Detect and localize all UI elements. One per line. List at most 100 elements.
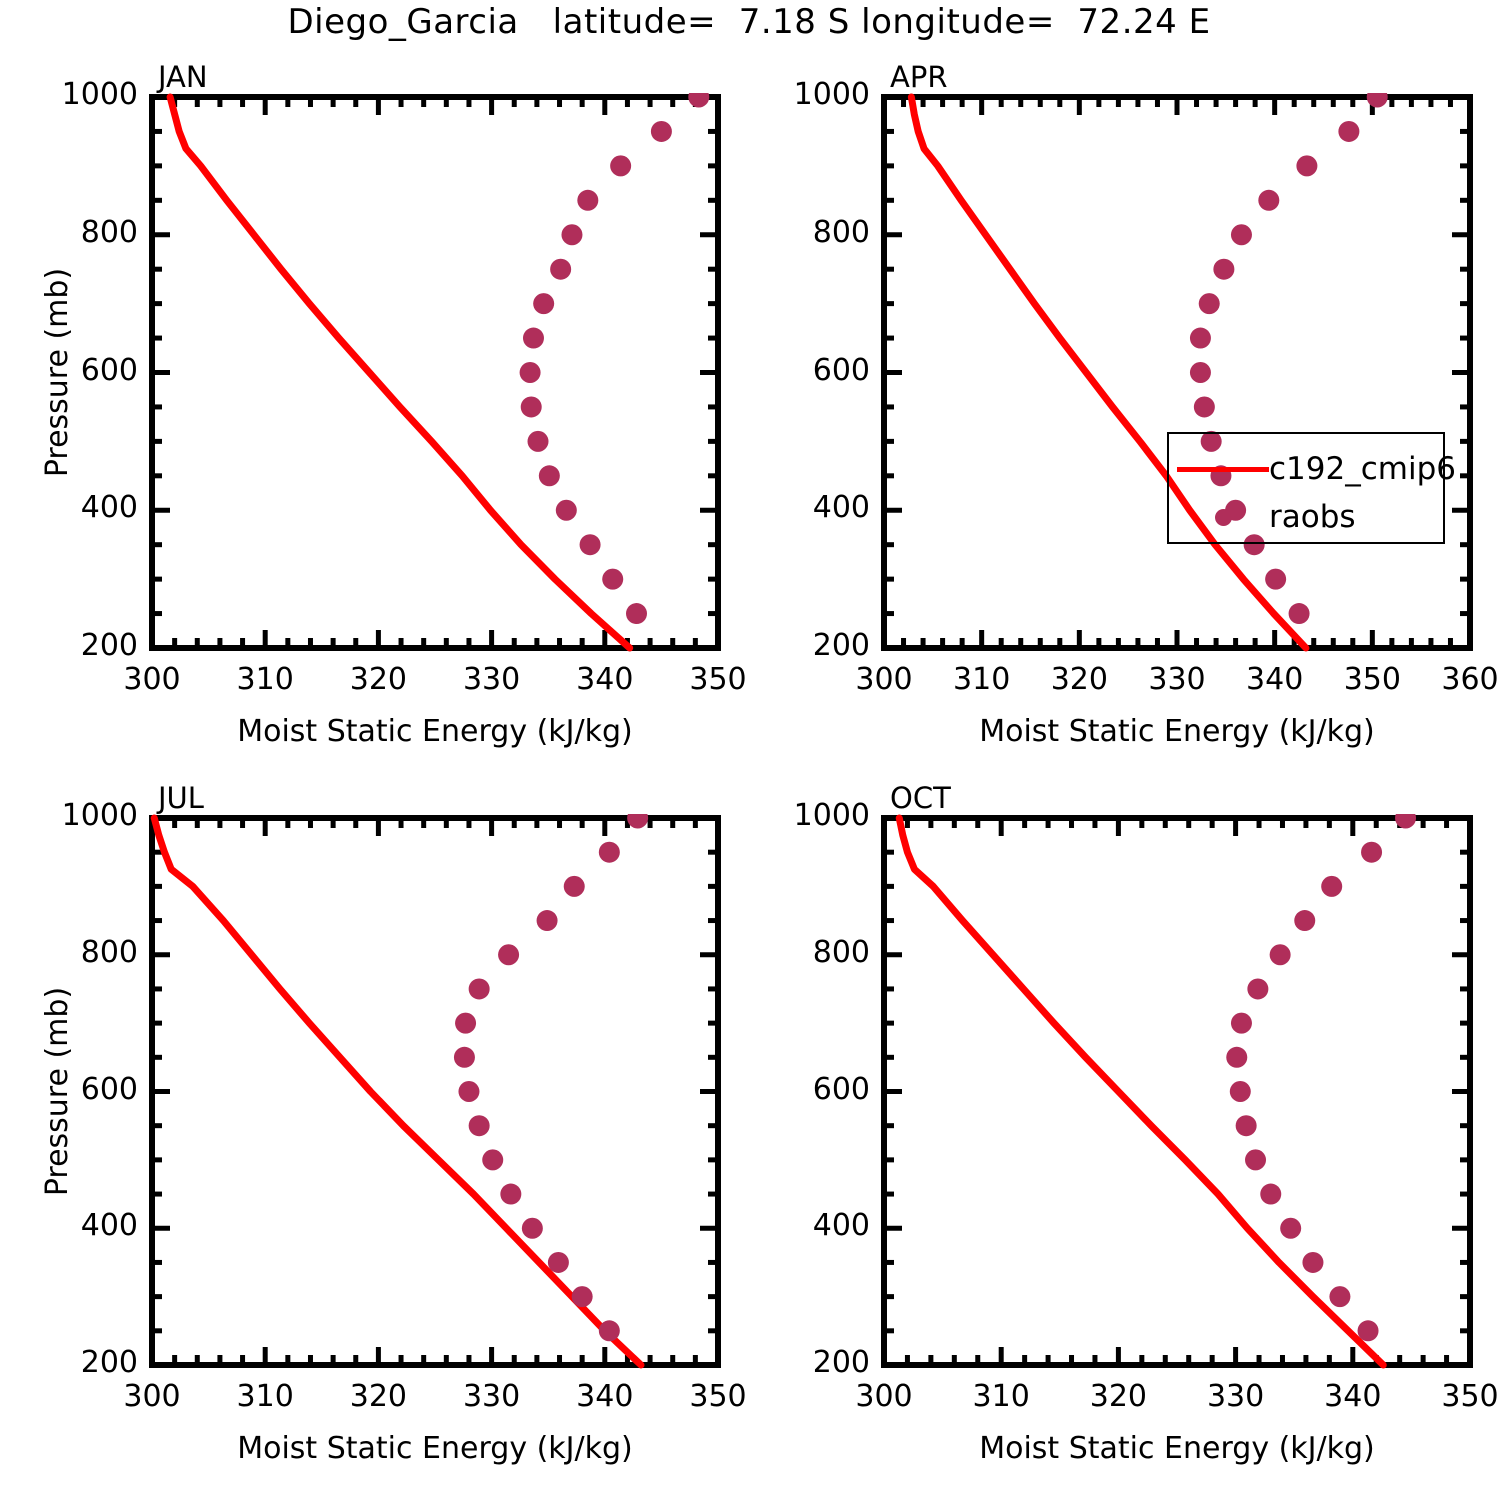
- data-point: [1361, 841, 1383, 863]
- x-tick-label: 350: [689, 1379, 747, 1414]
- plot-area-jan: [149, 93, 721, 652]
- y-tick-label: 800: [812, 214, 870, 250]
- data-point: [1193, 396, 1215, 418]
- data-point: [1247, 978, 1269, 1000]
- axes-frame: [881, 815, 1473, 1368]
- panel-apr: [881, 93, 1473, 652]
- y-tick-label: 200: [80, 628, 138, 663]
- x-axis-label: Moist Static Energy (kJ/kg): [979, 1431, 1375, 1466]
- legend-line-swatch: [1177, 466, 1269, 472]
- x-tick-label: 310: [236, 662, 294, 697]
- axes-frame: [149, 815, 721, 1368]
- panel-label-jul: JUL: [158, 781, 204, 815]
- y-tick-label: 400: [812, 1208, 870, 1244]
- y-axis-label: Pressure (mb): [40, 986, 75, 1197]
- y-tick-label: 800: [80, 214, 138, 250]
- data-point: [1213, 258, 1235, 280]
- series-line-c192-cmip6: [166, 93, 634, 652]
- series-markers-raobs: [1226, 814, 1417, 1342]
- y-tick-label: 600: [812, 1071, 870, 1107]
- data-point: [547, 1251, 569, 1273]
- data-point: [1258, 189, 1280, 211]
- y-tick-label: 1000: [793, 798, 870, 833]
- x-tick-label: 320: [1089, 1379, 1148, 1414]
- y-axis-label: Pressure (mb): [40, 267, 75, 478]
- y-tick-label: 1000: [61, 77, 138, 112]
- panel-label-jan: JAN: [158, 60, 208, 94]
- data-point: [1235, 1115, 1257, 1137]
- data-point: [1294, 910, 1316, 932]
- x-axis-label: Moist Static Energy (kJ/kg): [237, 714, 633, 749]
- legend-marker-swatch: [1177, 508, 1269, 526]
- data-point: [1198, 293, 1220, 315]
- y-tick-label: 200: [80, 1345, 138, 1380]
- plot-area-oct: [881, 814, 1473, 1369]
- data-point: [1395, 814, 1417, 829]
- data-point: [498, 944, 520, 966]
- data-point: [561, 224, 583, 246]
- data-point: [577, 189, 599, 211]
- data-point: [468, 978, 490, 1000]
- panel-label-oct: OCT: [890, 781, 951, 815]
- y-tick-label: 600: [80, 352, 138, 388]
- series-markers-raobs: [519, 93, 710, 625]
- x-tick-label: 340: [1246, 662, 1304, 697]
- data-point: [522, 327, 544, 349]
- data-point: [571, 1286, 593, 1308]
- data-point: [453, 1046, 475, 1068]
- data-point: [1245, 1149, 1267, 1171]
- data-point: [598, 841, 620, 863]
- series-line-c192-cmip6: [150, 814, 645, 1369]
- data-point: [550, 258, 572, 280]
- legend-item-raobs[interactable]: raobs: [1177, 494, 1356, 540]
- series-markers-raobs: [453, 814, 649, 1342]
- x-tick-label: 310: [236, 1379, 294, 1414]
- x-tick-label: 310: [953, 662, 1011, 697]
- panel-oct: [881, 814, 1473, 1369]
- y-tick-label: 1000: [61, 798, 138, 833]
- x-tick-label: 310: [972, 1379, 1030, 1414]
- data-point: [1329, 1286, 1351, 1308]
- data-point: [1366, 93, 1388, 108]
- axes-frame: [149, 94, 721, 651]
- axes-frame: [881, 94, 1473, 651]
- data-point: [1269, 944, 1291, 966]
- data-point: [1288, 603, 1310, 625]
- data-point: [1229, 1081, 1251, 1102]
- plot-area-jul: [149, 814, 721, 1369]
- data-point: [563, 875, 585, 897]
- data-point: [1296, 155, 1318, 177]
- x-tick-label: 330: [462, 1379, 521, 1414]
- series-markers-raobs: [1189, 93, 1388, 625]
- data-point: [533, 293, 555, 315]
- data-point: [1260, 1183, 1282, 1205]
- legend-label-c192-cmip6: c192_cmip6: [1269, 451, 1456, 487]
- data-point: [1338, 120, 1360, 142]
- legend: c192_cmip6 raobs: [1167, 432, 1456, 544]
- data-point: [1230, 1012, 1252, 1034]
- x-tick-label: 300: [855, 1379, 913, 1414]
- panel-label-apr: APR: [890, 60, 948, 94]
- legend-item-c192-cmip6[interactable]: c192_cmip6: [1177, 446, 1456, 492]
- data-point: [1280, 1217, 1302, 1239]
- data-point: [1265, 568, 1287, 590]
- data-point: [1189, 327, 1211, 349]
- y-tick-label: 800: [80, 934, 138, 970]
- series-line-c192-cmip6: [895, 814, 1387, 1369]
- data-point: [555, 499, 577, 521]
- x-tick-label: 320: [349, 662, 408, 697]
- legend-label-raobs: raobs: [1269, 499, 1356, 535]
- y-tick-label: 400: [812, 490, 870, 526]
- data-point: [527, 430, 549, 452]
- data-point: [1243, 534, 1265, 556]
- plot-area-apr: [881, 93, 1473, 652]
- data-point: [598, 1320, 620, 1342]
- y-tick-label: 200: [812, 1345, 870, 1380]
- panel-jul: [149, 814, 721, 1369]
- x-tick-label: 340: [576, 1379, 634, 1414]
- y-tick-label: 600: [812, 352, 870, 388]
- data-point: [1200, 430, 1222, 452]
- data-point: [1302, 1251, 1324, 1273]
- data-point: [626, 603, 647, 625]
